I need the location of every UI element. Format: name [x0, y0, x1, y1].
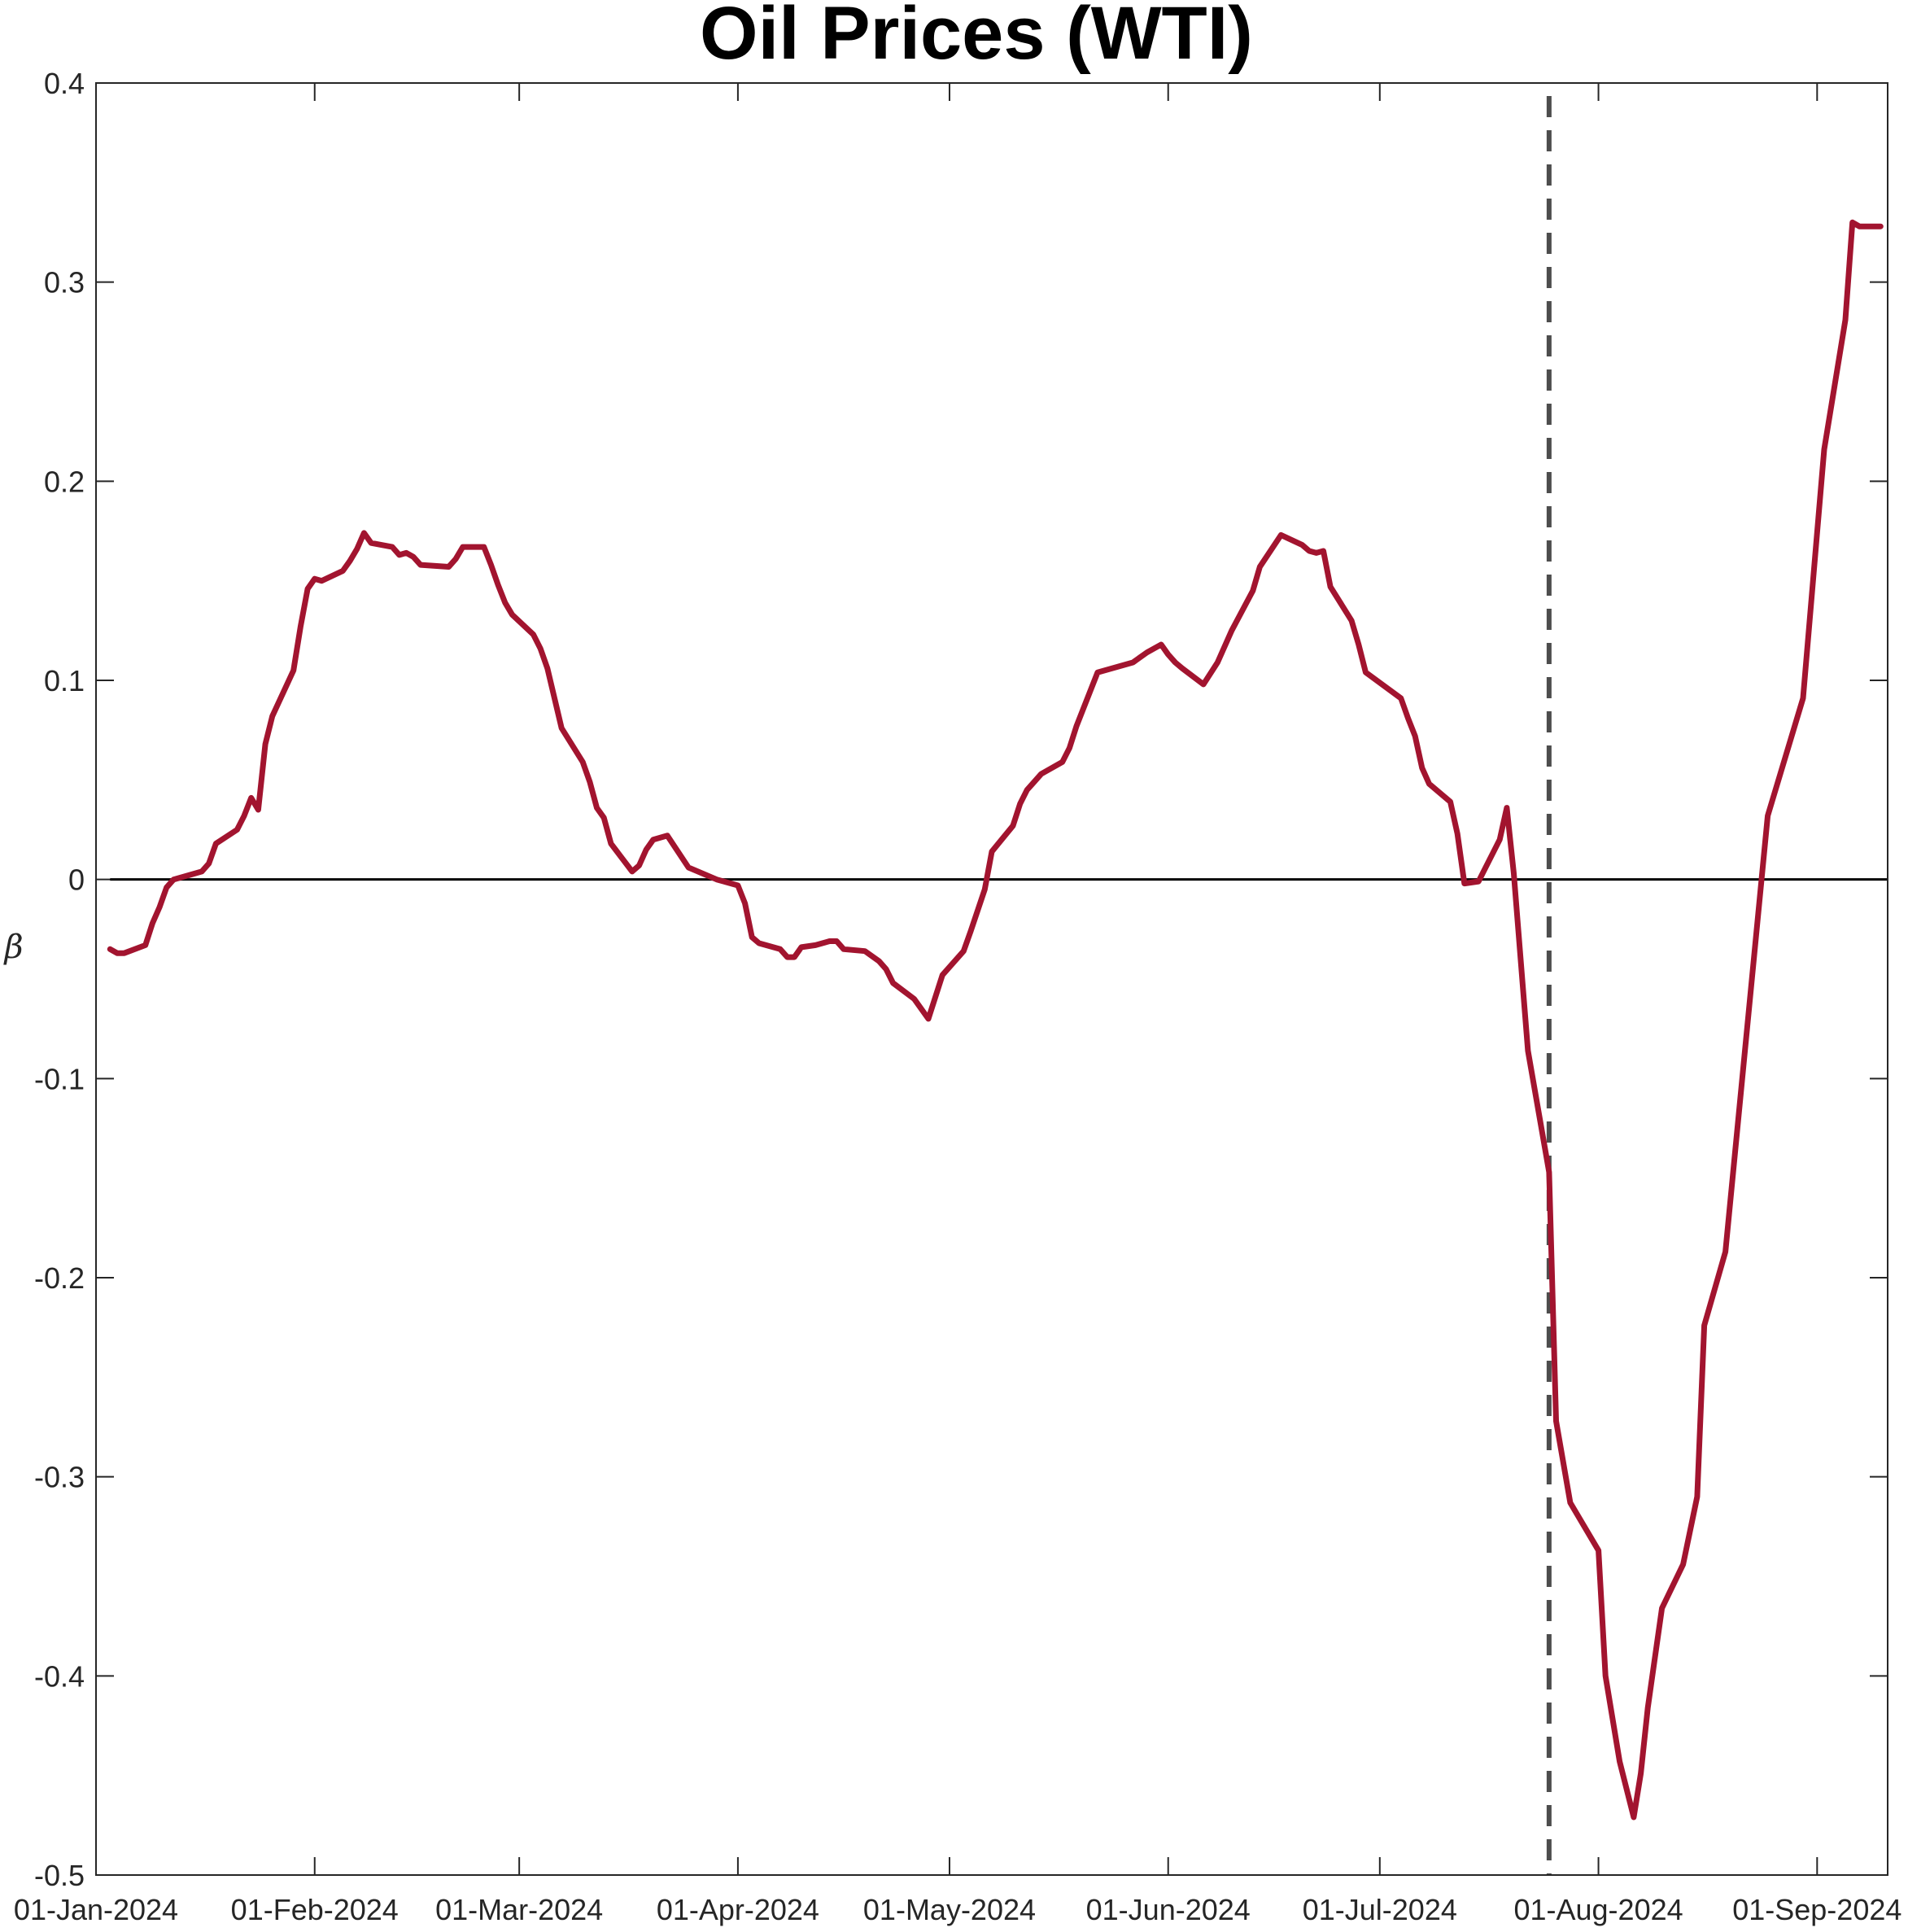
x-tick-label: 01-Aug-2024: [1513, 1893, 1683, 1926]
y-axis-label: β: [2, 929, 23, 966]
reference-lines: [110, 96, 1888, 1875]
y-tick-label: -0.5: [34, 1859, 85, 1892]
y-tick-label: 0: [68, 863, 85, 897]
beta-series-line: [107, 219, 1884, 1821]
x-tick-label: 01-Jan-2024: [14, 1893, 178, 1926]
y-tick-label: 0.3: [44, 266, 85, 299]
plot-area-frame: [95, 82, 1888, 1876]
y-tick-label: 0.4: [44, 67, 85, 100]
x-tick-label: 01-Feb-2024: [231, 1893, 399, 1926]
series-lines: [107, 219, 1884, 1821]
x-tick-label: 01-Sep-2024: [1732, 1893, 1901, 1926]
x-tick-label: 01-Jun-2024: [1086, 1893, 1251, 1926]
y-tick-label: -0.4: [34, 1659, 85, 1693]
tick-labels: -0.5 -0.4 -0.3 -0.2 -0.1 0 0.1 0.2 0.3 0.4 01-Jan-…: [14, 67, 1901, 1926]
x-tick-label: 01-May-2024: [863, 1893, 1036, 1926]
y-tick-label: -0.3: [34, 1461, 85, 1494]
x-tick-label: 01-Mar-2024: [435, 1893, 603, 1926]
y-tick-label: -0.1: [34, 1062, 85, 1095]
x-tick-label: 01-Apr-2024: [657, 1893, 819, 1926]
y-tick-label: 0.2: [44, 465, 85, 498]
chart-title: Oil Prices (WTI): [700, 0, 1253, 75]
y-tick-label: -0.2: [34, 1261, 85, 1295]
x-tick-label: 01-Jul-2024: [1303, 1893, 1457, 1926]
y-tick-label: 0.1: [44, 664, 85, 697]
